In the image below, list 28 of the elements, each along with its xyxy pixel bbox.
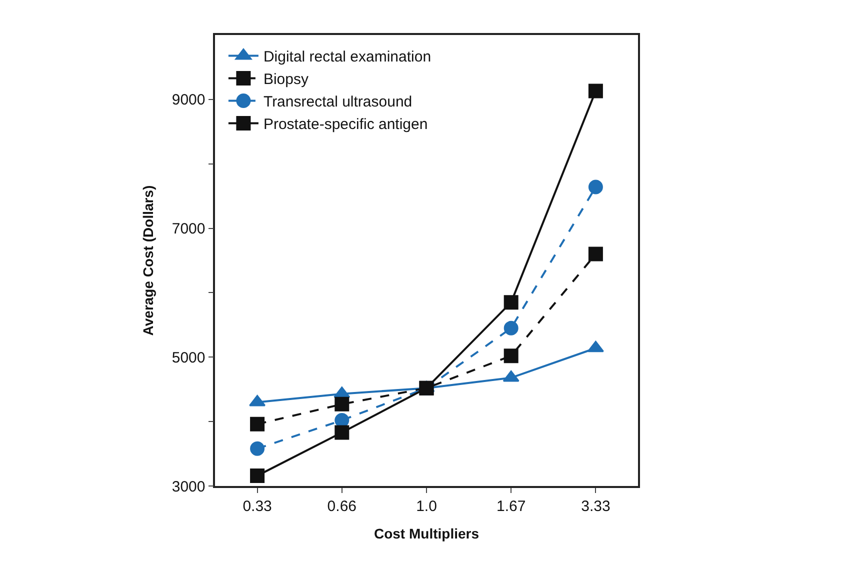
y-tick-label: 5000 — [172, 349, 206, 366]
point — [250, 468, 265, 483]
point — [504, 295, 518, 310]
point — [250, 416, 265, 432]
x-tick-label: 1.0 — [416, 498, 437, 515]
legend-label: Biopsy — [263, 71, 309, 88]
point — [504, 348, 518, 364]
point — [588, 180, 603, 194]
point — [334, 425, 350, 440]
point — [504, 320, 518, 336]
point — [249, 394, 266, 406]
point — [587, 340, 604, 352]
x-tick-label: 0.33 — [242, 498, 272, 515]
legend-label: Digital rectal examination — [263, 48, 432, 66]
y-tick-label: 7000 — [172, 220, 206, 238]
point — [334, 396, 350, 412]
legend-label: Prostate-specific antigen — [263, 116, 428, 134]
x-tick-label: 3.33 — [581, 498, 610, 515]
x-tick-label: 1.67 — [496, 498, 526, 515]
point — [588, 246, 603, 262]
y-axis-title: Average Cost (Dollars) — [140, 185, 156, 336]
point — [588, 84, 603, 98]
x-axis-title: Cost Multipliers — [374, 526, 480, 542]
y-tick-label: 9000 — [172, 92, 206, 109]
point — [250, 441, 265, 456]
x-tick-label: 0.66 — [327, 498, 356, 515]
y-tick-label: 3000 — [172, 478, 206, 496]
legend-label: Transrectal ultrasound — [263, 94, 412, 111]
